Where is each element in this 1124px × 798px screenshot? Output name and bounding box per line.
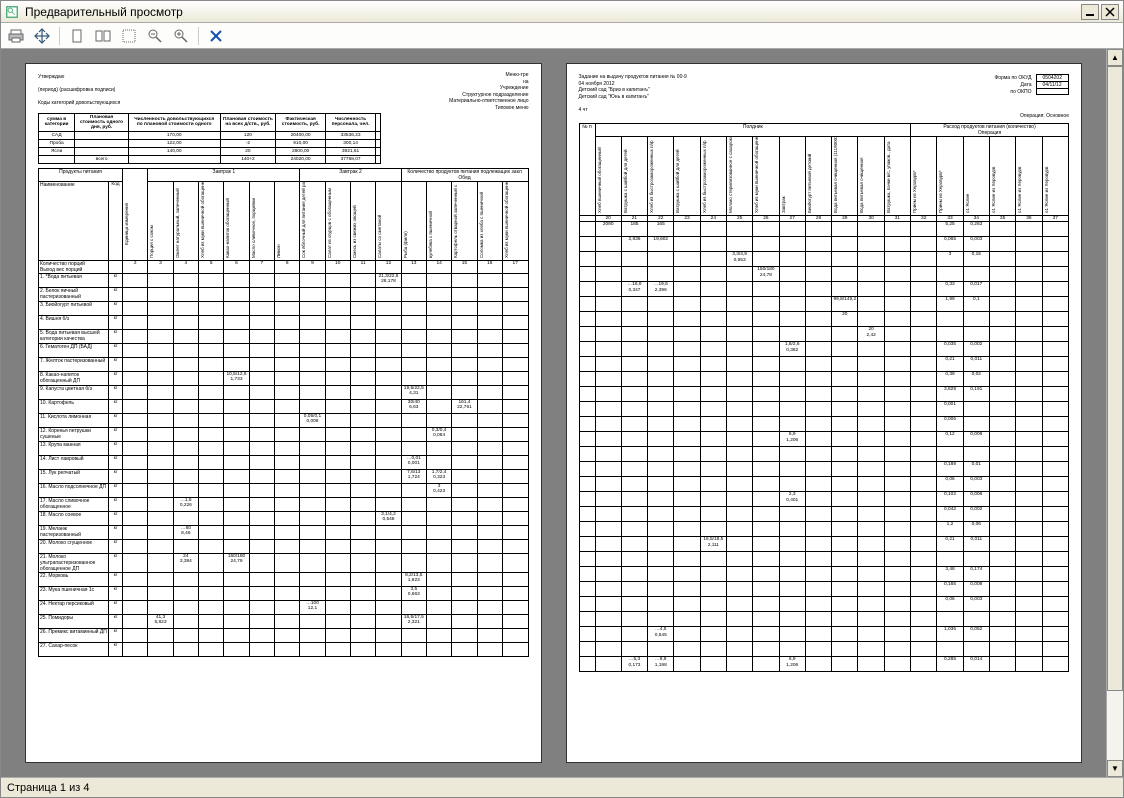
status-text: Страница 1 из 4	[7, 782, 89, 794]
vertical-scrollbar[interactable]: ▲ ▼	[1106, 49, 1123, 777]
titlebar: Предварительный просмотр	[1, 1, 1123, 23]
scroll-thumb[interactable]	[1107, 66, 1123, 691]
form-date-label: Дата	[994, 82, 1036, 89]
page2-header-left: Задание на выдачу продуктов питания № 00…	[579, 74, 687, 113]
preview-window: Предварительный просмотр Меню-тренаУчреж…	[0, 0, 1124, 798]
app-icon	[5, 5, 19, 19]
operation-label: Операция: Основное	[579, 113, 1070, 119]
minimize-button[interactable]	[1081, 4, 1099, 20]
page-single-icon[interactable]	[68, 27, 86, 45]
toolbar-separator	[59, 27, 60, 45]
pages-container: Меню-тренаУчреждениеСтруктурное подразде…	[1, 49, 1106, 777]
page-double-icon[interactable]	[94, 27, 112, 45]
page-1: Меню-тренаУчреждениеСтруктурное подразде…	[25, 63, 542, 763]
zoom-in-icon[interactable]	[172, 27, 190, 45]
scroll-down-button[interactable]: ▼	[1107, 760, 1123, 777]
page1-header-right: Меню-тренаУчреждениеСтруктурное подразде…	[449, 72, 528, 111]
page2-main-table: № пПолдникРасход продуктов питания (коли…	[579, 123, 1070, 672]
form-okpo-value	[1036, 89, 1068, 95]
statusbar: Страница 1 из 4	[1, 777, 1123, 797]
preview-viewport: Меню-тренаУчреждениеСтруктурное подразде…	[1, 49, 1123, 777]
page-width-icon[interactable]	[120, 27, 138, 45]
form-okpo-label: по ОКПО	[994, 89, 1036, 95]
scroll-track[interactable]	[1107, 66, 1123, 760]
move-icon[interactable]	[33, 27, 51, 45]
form-okud-value: 0504202	[1036, 75, 1068, 82]
window-title: Предварительный просмотр	[25, 5, 1079, 19]
toolbar	[1, 23, 1123, 49]
scroll-up-button[interactable]: ▲	[1107, 49, 1123, 66]
form-date-value: 04/11/12	[1036, 82, 1068, 89]
print-icon[interactable]	[7, 27, 25, 45]
toolbar-separator	[198, 27, 199, 45]
page1-summary-table: сумма в категорииПлановая стоимость одно…	[38, 113, 381, 164]
page-2: Задание на выдачу продуктов питания № 00…	[566, 63, 1083, 763]
page1-main-table: Продукты питанияЕдиница измеренияЗавтрак…	[38, 168, 529, 657]
close-preview-icon[interactable]	[207, 27, 225, 45]
page2-header-right: Форма по ОКУД0504202 Дата04/11/12 по ОКП…	[994, 74, 1069, 95]
zoom-out-icon[interactable]	[146, 27, 164, 45]
form-okud-label: Форма по ОКУД	[994, 75, 1036, 82]
close-button[interactable]	[1101, 4, 1119, 20]
